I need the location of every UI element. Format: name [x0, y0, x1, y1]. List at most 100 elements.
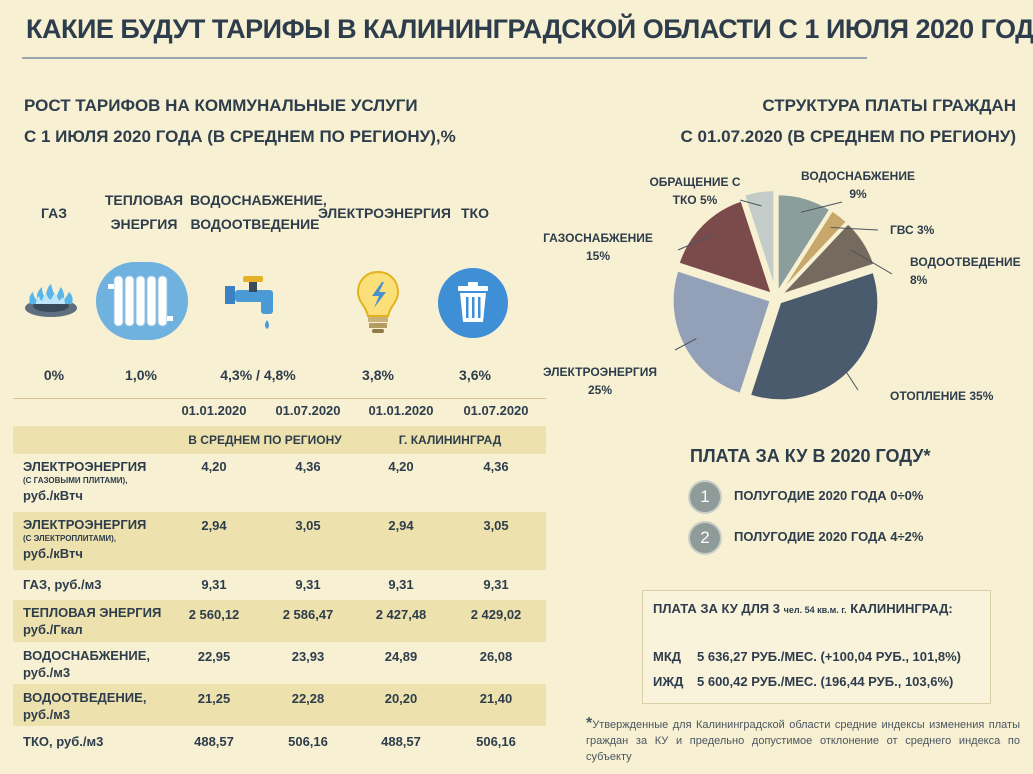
- pie-slice: [778, 209, 849, 294]
- table-dates-row: 01.01.2020 01.07.2020 01.01.2020 01.07.2…: [13, 398, 546, 424]
- table-row-label-inline: ГАЗ, руб./м3: [23, 577, 101, 592]
- service-value-heat: 1,0%: [125, 367, 157, 383]
- table-row-unit: руб./Гкал: [23, 622, 83, 637]
- table-cell: 22,28: [291, 691, 325, 706]
- table-row: ТЕПЛОВАЯ ЭНЕРГИЯ руб./Гкал 2 560,12 2 58…: [13, 600, 546, 642]
- ku-box-title-c: КАЛИНИНГРАД:: [850, 601, 953, 616]
- service-label-water: ВОДОСНАБЖЕНИЕ, ВОДООТВЕДЕНИЕ: [190, 188, 327, 236]
- table-cell: 22,95: [197, 649, 231, 664]
- table-row-unit: руб./м3: [54, 577, 102, 592]
- table-date: 01.01.2020: [181, 403, 247, 418]
- table-row: ЭЛЕКТРОЭНЕРГИЯ (С ЭЛЕКТРОПЛИТАМИ), руб./…: [13, 512, 546, 570]
- light-bulb-icon: [356, 270, 400, 333]
- pie-slice-label: 15%: [586, 249, 610, 263]
- service-label-line: ТКО: [461, 205, 489, 221]
- pie-slice-label: ГВС 3%: [890, 223, 935, 237]
- pie-leader-line: [851, 249, 893, 275]
- pie-slice-label: ОТОПЛЕНИЕ 35%: [890, 389, 994, 403]
- table-date: 01.07.2020: [275, 403, 341, 418]
- table-cell: 9,31: [295, 577, 321, 592]
- page-title: КАКИЕ БУДУТ ТАРИФЫ В КАЛИНИНГРАДСКОЙ ОБЛ…: [26, 14, 1033, 44]
- service-label-line: ГАЗ: [41, 205, 67, 221]
- table-row-label: ГАЗ,: [23, 577, 51, 592]
- title-divider: [22, 57, 867, 59]
- pie-slice: [677, 199, 774, 296]
- table-row-unit: руб./м3: [56, 734, 104, 749]
- table-row-label: ВОДОСНАБЖЕНИЕ,: [23, 648, 150, 663]
- table-cell: 4,20: [388, 459, 414, 474]
- table-row: ВОДООТВЕДЕНИЕ, руб./м3 21,25 22,28 20,20…: [13, 684, 546, 726]
- table-cell: 21,40: [479, 691, 513, 706]
- pie-leader-line: [674, 338, 697, 351]
- trash-bin-icon: [438, 268, 508, 338]
- pie-slice-label: 25%: [588, 383, 612, 397]
- footnote-star: *: [586, 715, 593, 732]
- service-label-gas: ГАЗ: [24, 201, 84, 225]
- tariff-growth-heading-line2: С 1 ИЮЛЯ 2020 ГОДА (В СРЕДНЕМ ПО РЕГИОНУ…: [24, 127, 456, 146]
- table-cell: 3,05: [483, 518, 509, 533]
- ku-payment-title: ПЛАТА ЗА КУ В 2020 ГОДУ*: [690, 446, 931, 466]
- pie-slice-label: 8%: [910, 273, 928, 287]
- table-cell: 488,57: [381, 734, 421, 749]
- service-value-gas: 0%: [43, 367, 65, 383]
- table-cell: 9,31: [201, 577, 227, 592]
- service-label-heat: ТЕПЛОВАЯ ЭНЕРГИЯ: [98, 188, 190, 236]
- service-label-line: ТЕПЛОВАЯ: [104, 192, 184, 208]
- ku-box-title-a: ПЛАТА ЗА КУ ДЛЯ 3: [653, 601, 780, 616]
- pie-slice: [776, 193, 832, 296]
- table-row: ГАЗ, руб./м3 9,31 9,31 9,31 9,31: [13, 570, 546, 600]
- table-cell: 24,89: [384, 649, 418, 664]
- service-label-line: ВОДООТВЕДЕНИЕ: [190, 216, 320, 232]
- table-cell: 4,36: [483, 459, 509, 474]
- payment-structure-heading: СТРУКТУРА ПЛАТЫ ГРАЖДАН С 01.07.2020 (В …: [681, 90, 1016, 152]
- footnote-text: Утвержденные для Калининградской области…: [586, 719, 1020, 763]
- water-tap-icon: [225, 276, 273, 329]
- table-cell: 488,57: [194, 734, 234, 749]
- gas-burner-icon: [25, 284, 77, 317]
- service-label-line: ВОДОСНАБЖЕНИЕ,: [190, 192, 327, 208]
- table-cell: 9,31: [483, 577, 509, 592]
- table-row-unit: руб./кВтч: [23, 488, 83, 503]
- payment-structure-pie-chart: ВОДОСНАБЖЕНИЕ 9% ГВС 3% ВОДООТВЕДЕНИЕ 8% ОТОП…: [543, 169, 1021, 403]
- table-group-city: Г. КАЛИНИНГРАД: [398, 433, 502, 447]
- pie-slice: [748, 270, 880, 402]
- footnote: *Утвержденные для Калининградской област…: [586, 716, 1020, 765]
- table-cell: 2,94: [388, 518, 414, 533]
- table-cell: 4,20: [201, 459, 227, 474]
- table-cell: 2 560,12: [188, 607, 240, 622]
- table-row-label: ТКО,: [23, 734, 53, 749]
- table-cell: 2 427,48: [375, 607, 427, 622]
- pie-leader-line: [677, 234, 714, 251]
- payment-structure-heading-line2: С 01.07.2020 (В СРЕДНЕМ ПО РЕГИОНУ): [680, 127, 1016, 146]
- number-badge: 1: [688, 480, 722, 514]
- pie-slice: [742, 189, 776, 289]
- service-label-waste: ТКО: [445, 201, 505, 225]
- table-row-note: (С ГАЗОВЫМИ ПЛИТАМИ),: [23, 476, 128, 485]
- table-row-label-inline: ТКО, руб./м3: [23, 734, 103, 749]
- pie-slice-label: ОБРАЩЕНИЕ С: [649, 175, 740, 189]
- ku-box-title-b: чел. 54 кв.м. г.: [783, 605, 847, 615]
- tariff-growth-heading: РОСТ ТАРИФОВ НА КОММУНАЛЬНЫЕ УСЛУГИ С 1 …: [24, 90, 456, 152]
- ku-box-title: ПЛАТА ЗА КУ ДЛЯ 3 чел. 54 кв.м. г. КАЛИН…: [653, 601, 953, 616]
- pie-slice-label: 9%: [849, 187, 867, 201]
- table-cell: 21,25: [197, 691, 231, 706]
- pie-slice-label: ЭЛЕКТРОЭНЕРГИЯ: [543, 365, 657, 379]
- table-row: ТКО, руб./м3 488,57 506,16 488,57 506,16: [13, 726, 546, 756]
- ku-box-key: МКД: [653, 649, 682, 664]
- payment-structure-heading-line1: СТРУКТУРА ПЛАТЫ ГРАЖДАН: [762, 96, 1016, 115]
- table-top-rule: [13, 398, 546, 399]
- table-cell: 23,93: [291, 649, 325, 664]
- table-cell: 3,05: [295, 518, 321, 533]
- ku-half-year-text: ПОЛУГОДИЕ 2020 ГОДА 0÷0%: [734, 488, 924, 503]
- service-value-water: 4,3% / 4,8%: [220, 367, 296, 383]
- table-row: ЭЛЕКТРОЭНЕРГИЯ (С ГАЗОВЫМИ ПЛИТАМИ), руб…: [13, 454, 546, 512]
- table-row-unit: руб./м3: [23, 665, 71, 680]
- service-value-waste: 3,6%: [459, 367, 491, 383]
- table-cell: 26,08: [479, 649, 513, 664]
- number-badge: 2: [688, 521, 722, 555]
- table-date: 01.07.2020: [463, 403, 529, 418]
- service-label-line: ЭНЕРГИЯ: [110, 216, 178, 232]
- pie-slice-label: ВОДОСНАБЖЕНИЕ: [801, 169, 915, 183]
- pie-leader-line: [830, 226, 879, 231]
- radiator-icon: [96, 262, 188, 340]
